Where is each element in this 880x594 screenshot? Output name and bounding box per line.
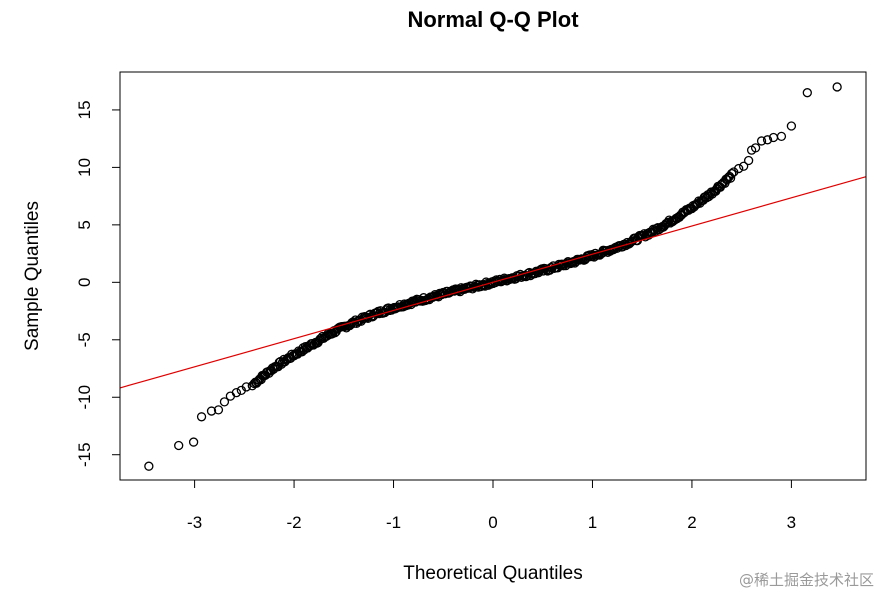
sample-point	[188, 437, 199, 447]
x-tick-label: -2	[287, 513, 302, 532]
y-axis-title: Sample Quantiles	[22, 201, 43, 351]
sample-point	[776, 131, 787, 142]
y-tick-label: -10	[75, 385, 94, 410]
sample-point	[219, 397, 230, 407]
x-tick-label: 1	[588, 513, 597, 532]
plot-frame	[119, 71, 867, 481]
sample-point	[213, 405, 224, 415]
sample-point	[727, 168, 737, 179]
sample-points	[144, 82, 842, 471]
x-tick-label: -1	[386, 513, 401, 532]
y-tick-label: -5	[75, 332, 94, 347]
y-tick-label: 5	[75, 220, 94, 229]
y-axis: -15 -10 -5 0 5 10 15	[75, 100, 121, 467]
sample-point	[750, 143, 761, 153]
sample-point	[756, 136, 767, 146]
reference-line	[119, 176, 867, 389]
sample-point	[247, 381, 257, 391]
sample-point	[196, 412, 207, 422]
sample-point	[762, 135, 773, 145]
sample-point	[802, 88, 812, 98]
watermark-text: @稀土掘金技术社区	[739, 571, 874, 589]
x-axis-title: Theoretical Quantiles	[403, 563, 583, 584]
sample-point	[381, 305, 391, 315]
sample-point	[174, 440, 184, 451]
sample-point	[743, 155, 754, 166]
sample-point	[786, 121, 797, 131]
sample-point	[739, 161, 749, 171]
sample-point	[231, 387, 242, 398]
x-tick-label: 0	[488, 513, 497, 532]
x-tick-label: -3	[187, 513, 202, 532]
sample-point	[206, 406, 217, 416]
chart-title: Normal Q-Q Plot	[407, 7, 579, 32]
sample-point	[144, 461, 154, 471]
y-tick-label: 15	[75, 100, 94, 119]
sample-point	[832, 82, 842, 92]
sample-point	[734, 163, 744, 174]
x-tick-label: 3	[787, 513, 796, 532]
x-tick-label: 2	[687, 513, 696, 532]
y-tick-label: -15	[75, 442, 94, 467]
sample-point	[225, 391, 236, 401]
y-tick-label: 0	[75, 278, 94, 287]
sample-point	[241, 382, 251, 392]
reference-line-layer	[119, 176, 867, 389]
y-tick-label: 10	[75, 158, 94, 177]
x-axis: -3 -2 -1 0 1 2 3	[187, 479, 796, 532]
